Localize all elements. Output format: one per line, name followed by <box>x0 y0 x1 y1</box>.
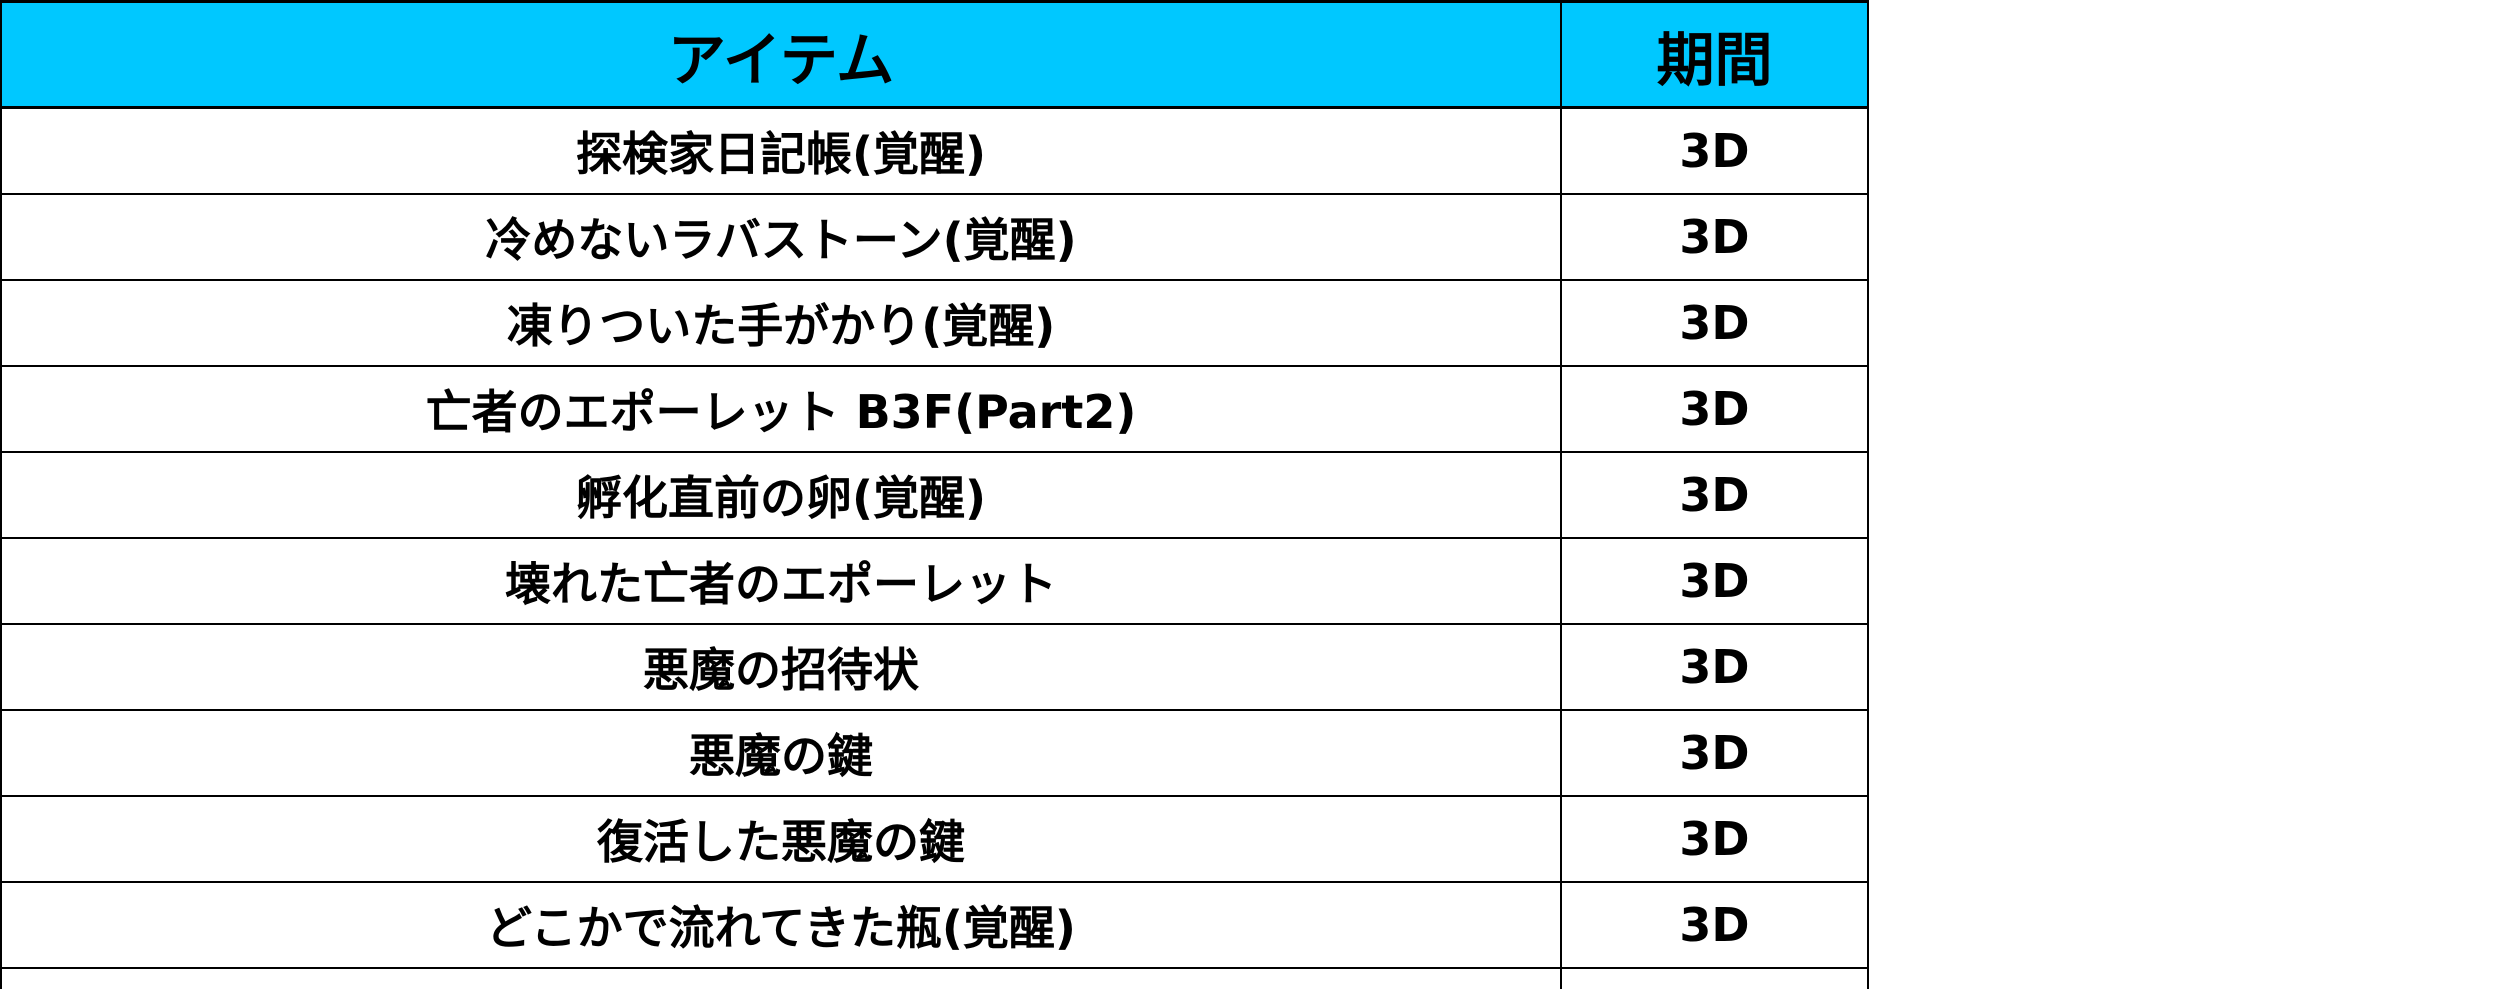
period-cell: 3D <box>1560 881 1869 969</box>
period-cell: 3D <box>1560 106 1869 195</box>
period-cell: 3D <box>1560 451 1869 539</box>
period-cell-empty <box>1560 967 1869 989</box>
table-row: 悪魔の招待状 3D <box>0 623 1869 711</box>
item-cell: 冷めないラバストーン(覚醒) <box>0 193 1562 281</box>
item-cell-empty <box>0 967 1562 989</box>
item-cell: 亡者のエポーレット B3F(Part2) <box>0 365 1562 453</box>
table-row: 復活した悪魔の鍵 3D <box>0 795 1869 883</box>
item-cell: 復活した悪魔の鍵 <box>0 795 1562 883</box>
period-cell: 3D <box>1560 623 1869 711</box>
period-cell: 3D <box>1560 709 1869 797</box>
item-cell: 悪魔の招待状 <box>0 623 1562 711</box>
item-period-table: アイテム 期間 探検家日記帳(覚醒) 3D 冷めないラバストーン(覚醒) 3D … <box>0 0 1869 989</box>
period-cell: 3D <box>1560 365 1869 453</box>
table-row: 悪魔の鍵 3D <box>0 709 1869 797</box>
item-cell: 悪魔の鍵 <box>0 709 1562 797</box>
period-cell: 3D <box>1560 795 1869 883</box>
table-row-cut-off <box>0 967 1869 989</box>
table-row: 孵化直前の卵(覚醒) 3D <box>0 451 1869 539</box>
header-row: アイテム 期間 <box>0 0 1869 109</box>
period-cell: 3D <box>1560 537 1869 625</box>
period-cell: 3D <box>1560 193 1869 281</box>
header-item: アイテム <box>0 0 1562 109</box>
period-cell: 3D <box>1560 279 1869 367</box>
item-cell: 凍りついた手がかり(覚醒) <box>0 279 1562 367</box>
item-cell: 探検家日記帳(覚醒) <box>0 106 1562 195</box>
item-cell: どこかで流れてきた瓶(覚醒) <box>0 881 1562 969</box>
table-row: 探検家日記帳(覚醒) 3D <box>0 106 1869 195</box>
header-period: 期間 <box>1560 0 1869 109</box>
table-row: どこかで流れてきた瓶(覚醒) 3D <box>0 881 1869 969</box>
table-row: 凍りついた手がかり(覚醒) 3D <box>0 279 1869 367</box>
item-cell: 壊れた亡者のエポーレット <box>0 537 1562 625</box>
table-row: 壊れた亡者のエポーレット 3D <box>0 537 1869 625</box>
item-cell: 孵化直前の卵(覚醒) <box>0 451 1562 539</box>
table-row: 亡者のエポーレット B3F(Part2) 3D <box>0 365 1869 453</box>
table-row: 冷めないラバストーン(覚醒) 3D <box>0 193 1869 281</box>
